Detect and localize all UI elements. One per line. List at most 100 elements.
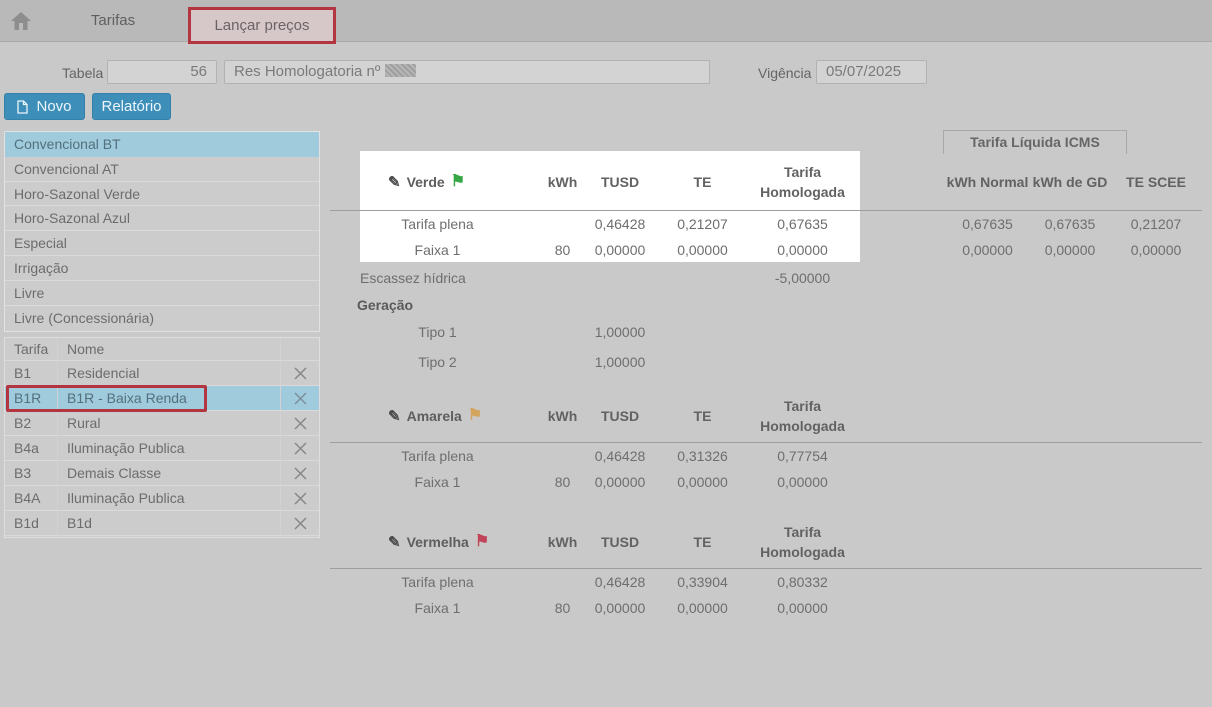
delete-button[interactable] [281, 411, 319, 435]
value-tusd: 0,00000 [594, 600, 646, 616]
tarifa-code: B1R [5, 386, 58, 410]
escassez-label: Escassez hídrica [360, 270, 466, 286]
vigencia-label: Vigência [758, 65, 812, 81]
sidebar-item-irrigacao[interactable]: Irrigação [5, 256, 319, 281]
col-header-kwh: kWh [547, 534, 578, 550]
value-homologada: 0,77754 [777, 448, 828, 464]
value-icms-kwh-normal: 0,67635 [962, 216, 1013, 232]
col-header-actions [281, 338, 319, 360]
sidebar-item-livre[interactable]: Livre [5, 281, 319, 306]
value-icms-kwh-normal: 0,00000 [962, 242, 1013, 258]
value-kwh: 80 [554, 474, 571, 490]
tarifa-name: Demais Classe [58, 461, 281, 485]
x-icon [293, 516, 307, 530]
sidebar-item-convencional-at[interactable]: Convencional AT [5, 157, 319, 182]
icms-group-title: Tarifa Líquida ICMS [943, 130, 1127, 154]
tarifa-name: B1d [58, 511, 281, 535]
delete-button[interactable] [281, 486, 319, 510]
resolucao-input[interactable]: Res Homologatoria nº [224, 60, 710, 84]
tariff-table: Tarifa Nome B1 Residencial B1R B1R - Bai… [4, 337, 320, 538]
sidebar-item-convencional-bt[interactable]: Convencional BT [5, 132, 319, 157]
top-navigation-bar: Tarifas Lançar preços [0, 0, 1212, 44]
delete-button[interactable] [281, 461, 319, 485]
value-homologada: 0,00000 [777, 600, 828, 616]
col-header-te: TE [693, 174, 712, 190]
delete-button[interactable] [281, 511, 319, 535]
row-label: Tarifa plena [401, 574, 474, 590]
tipo1-value: 1,00000 [594, 323, 646, 340]
new-document-icon [17, 99, 29, 114]
value-tusd: 0,46428 [594, 574, 646, 590]
table-row-b4a-lower[interactable]: B4a Iluminação Publica [5, 436, 319, 461]
row-label: Tarifa plena [401, 448, 474, 464]
table-row-b2[interactable]: B2 Rural [5, 411, 319, 436]
band-vermelha-label: Vermelha [406, 534, 469, 550]
x-icon [293, 366, 307, 380]
tarifa-code: B3 [5, 461, 58, 485]
col-header-kwh: kWh [547, 174, 578, 190]
table-row-b1r-selected[interactable]: B1R B1R - Baixa Renda [5, 386, 319, 411]
col-header-kwh: kWh [547, 408, 578, 424]
col-header-homologada: Tarifa Homologada [760, 397, 845, 434]
tab-tarifas[interactable]: Tarifas [90, 12, 136, 29]
x-icon [293, 491, 307, 505]
value-icms-te-scee: 0,21207 [1130, 216, 1182, 232]
tarifa-name: Iluminação Publica [58, 436, 281, 460]
relatorio-button-label: Relatório [101, 98, 162, 115]
price-row-vermelha-plena: Tarifa plena 0,46428 0,33904 0,80332 [330, 569, 1202, 595]
sidebar-item-horo-sazonal-verde[interactable]: Horo-Sazonal Verde [5, 182, 319, 207]
value-kwh: 80 [554, 242, 571, 258]
table-row-b1[interactable]: B1 Residencial [5, 361, 319, 386]
novo-button[interactable]: Novo [4, 93, 85, 120]
sidebar-item-especial[interactable]: Especial [5, 231, 319, 256]
relatorio-button[interactable]: Relatório [92, 93, 171, 120]
tipo1-label: Tipo 1 [418, 323, 457, 340]
price-panel: Tarifa Líquida ICMS ✎ Verde ⚑ kWh TUSD T… [330, 120, 1212, 680]
value-kwh: 80 [554, 600, 571, 616]
value-te: 0,21207 [677, 216, 728, 232]
home-icon[interactable] [10, 11, 32, 31]
x-icon [293, 466, 307, 480]
tipo2-value: 1,00000 [594, 353, 646, 370]
tarifa-name: Iluminação Publica [58, 486, 281, 510]
tarifa-name: Residencial [58, 361, 281, 385]
divider-line [330, 442, 1202, 443]
sidebar-item-horo-sazonal-azul[interactable]: Horo-Sazonal Azul [5, 206, 319, 232]
vigencia-input[interactable]: 05/07/2025 [816, 60, 927, 84]
band-amarela-label: Amarela [406, 408, 462, 424]
value-homologada: 0,00000 [777, 474, 828, 490]
delete-button[interactable] [281, 436, 319, 460]
edit-pencil-icon[interactable]: ✎ [388, 408, 401, 425]
col-header-te: TE [693, 408, 712, 424]
value-te: 0,00000 [677, 474, 728, 490]
geracao-heading-row: Geração [330, 292, 1202, 318]
table-row-b3[interactable]: B3 Demais Classe [5, 461, 319, 486]
value-te: 0,00000 [677, 242, 728, 258]
tarifa-code: B4A [5, 486, 58, 510]
edit-pencil-icon[interactable]: ✎ [388, 534, 401, 551]
value-te: 0,33904 [677, 574, 728, 590]
value-homologada: 0,67635 [777, 216, 828, 232]
price-row-verde-plena: Tarifa plena 0,46428 0,21207 0,67635 0,6… [330, 211, 1202, 237]
tabela-input[interactable]: 56 [107, 60, 217, 84]
edit-pencil-icon[interactable]: ✎ [388, 174, 401, 191]
row-label: Faixa 1 [414, 242, 461, 258]
delete-button[interactable] [281, 386, 319, 410]
col-header-tarifa: Tarifa [5, 338, 58, 360]
row-label: Faixa 1 [414, 600, 461, 616]
value-homologada: 0,80332 [777, 574, 828, 590]
x-icon [293, 391, 307, 405]
row-label: Tarifa plena [401, 216, 474, 232]
table-row-b1d[interactable]: B1d B1d [5, 511, 319, 536]
delete-button[interactable] [281, 361, 319, 385]
tab-lancar-precos[interactable]: Lançar preços [188, 7, 336, 44]
geracao-label: Geração [357, 297, 414, 313]
price-row-verde-faixa1: Faixa 1 80 0,00000 0,00000 0,00000 0,000… [330, 237, 1202, 263]
col-header-nome: Nome [58, 338, 281, 360]
table-row-b4a-upper[interactable]: B4A Iluminação Publica [5, 486, 319, 511]
value-icms-kwh-gd: 0,67635 [1044, 216, 1096, 232]
tarifa-code: B1d [5, 511, 58, 535]
sidebar-item-livre-concessionaria[interactable]: Livre (Concessionária) [14, 309, 155, 326]
verde-highlight-box [360, 151, 860, 262]
row-label: Faixa 1 [414, 474, 461, 490]
